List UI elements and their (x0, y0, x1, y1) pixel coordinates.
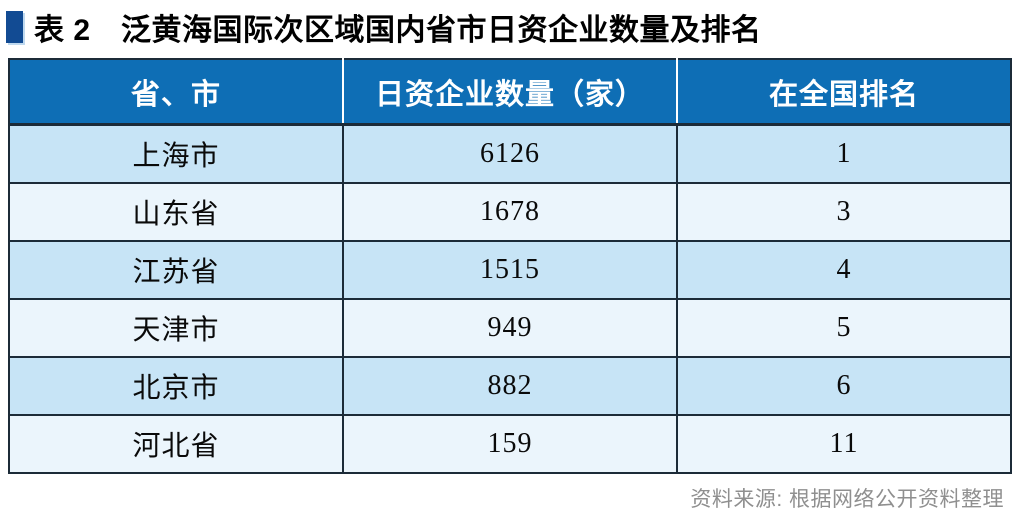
count-cell: 882 (342, 356, 678, 416)
province-cell: 河北省 (8, 414, 344, 474)
table-row: 上海市 6126 1 (8, 123, 1012, 184)
table-row: 天津市 949 5 (8, 298, 1012, 358)
rank-cell: 6 (676, 356, 1012, 416)
province-cell: 北京市 (8, 356, 344, 416)
province-cell: 天津市 (8, 298, 344, 358)
column-header-province: 省、市 (9, 59, 344, 126)
count-cell: 1515 (342, 240, 678, 300)
rank-cell: 5 (676, 298, 1012, 358)
province-cell: 山东省 (8, 182, 344, 242)
province-cell: 江苏省 (8, 240, 344, 300)
rank-cell: 1 (676, 123, 1012, 184)
caption-marker-icon (6, 11, 23, 43)
table-row: 河北省 159 11 (8, 414, 1012, 474)
count-cell: 159 (342, 414, 678, 474)
header-row: 省、市 日资企业数量（家） 在全国排名 (9, 59, 1011, 126)
table-row: 北京市 882 6 (8, 356, 1012, 416)
table-caption-text: 表 2 泛黄海国际次区域国内省市日资企业数量及排名 (34, 14, 762, 47)
column-header-rank: 在全国排名 (677, 59, 1011, 126)
rank-cell: 4 (676, 240, 1012, 300)
rank-cell: 3 (676, 182, 1012, 242)
table-row: 山东省 1678 3 (8, 182, 1012, 242)
rank-cell: 11 (676, 414, 1012, 474)
table-row: 江苏省 1515 4 (8, 240, 1012, 300)
count-cell: 1678 (342, 182, 678, 242)
province-cell: 上海市 (8, 123, 344, 184)
count-cell: 6126 (342, 123, 678, 184)
table-caption: 表 2 泛黄海国际次区域国内省市日资企业数量及排名 (6, 8, 1016, 47)
source-note: 资料来源: 根据网络公开资料整理 (690, 488, 1004, 511)
data-table: 省、市 日资企业数量（家） 在全国排名 上海市 6126 1 山东省 1678 … (8, 58, 1012, 474)
count-cell: 949 (342, 298, 678, 358)
column-header-count: 日资企业数量（家） (343, 59, 678, 126)
